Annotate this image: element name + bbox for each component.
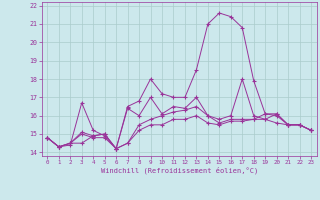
X-axis label: Windchill (Refroidissement éolien,°C): Windchill (Refroidissement éolien,°C) (100, 167, 258, 174)
